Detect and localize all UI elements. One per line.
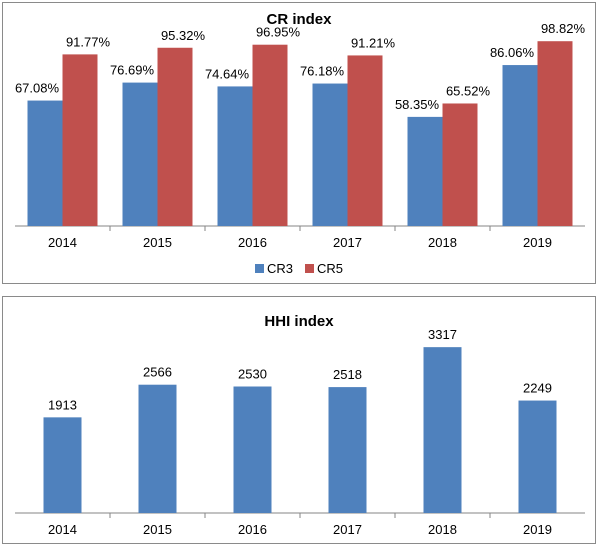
cr-data-label: 67.08% [15, 81, 60, 96]
cr-x-tick-label: 2014 [48, 235, 77, 250]
cr-bar-cr3-2016 [217, 86, 253, 226]
cr-data-label: 74.64% [205, 66, 250, 81]
hhi-bar-value-2017 [328, 387, 367, 513]
cr-bar-cr5-2017 [347, 55, 383, 226]
hhi-x-tick-label: 2019 [523, 522, 552, 537]
cr-x-tick-label: 2016 [238, 235, 267, 250]
cr-x-tick-label: 2015 [143, 235, 172, 250]
cr-bar-cr5-2018 [442, 103, 478, 226]
cr-data-label: 86.06% [490, 45, 535, 60]
cr-data-label: 65.52% [446, 83, 491, 98]
hhi-data-label: 2249 [523, 381, 552, 396]
hhi-bar-value-2019 [518, 400, 557, 513]
legend-swatch-cr3 [255, 264, 264, 273]
hhi-chart-title: HHI index [264, 313, 334, 330]
hhi-x-tick-label: 2017 [333, 522, 362, 537]
cr-data-label: 98.82% [541, 21, 586, 36]
hhi-bar-value-2014 [43, 417, 82, 513]
cr-data-label: 96.95% [256, 25, 301, 40]
cr-bar-cr5-2016 [252, 44, 288, 227]
cr-data-label: 91.21% [351, 35, 396, 50]
cr-bar-cr3-2014 [27, 100, 63, 226]
cr-bar-cr3-2019 [502, 65, 538, 226]
hhi-x-tick-label: 2014 [48, 522, 77, 537]
hhi-data-label: 1913 [48, 397, 77, 412]
hhi-x-tick-label: 2018 [428, 522, 457, 537]
hhi-data-label: 3317 [428, 327, 457, 342]
hhi-data-label: 2566 [143, 365, 172, 380]
cr-data-label: 76.18% [300, 64, 345, 79]
hhi-data-label: 2530 [238, 367, 267, 382]
hhi-index-chart-panel: HHI index 1913 2014 2566 2015 2530 2016 2518 20… [2, 296, 596, 544]
cr-index-chart-panel: CR index 67.08% 91.77% 2014 76.69% 95.32% 201… [2, 2, 596, 284]
cr-chart-title: CR index [266, 11, 332, 28]
hhi-bar-value-2015 [138, 384, 177, 513]
cr-data-label: 76.69% [110, 63, 155, 78]
cr-bar-cr5-2014 [62, 54, 98, 226]
cr-bar-cr3-2015 [122, 82, 158, 227]
cr-chart-plot: 67.08% 91.77% 2014 76.69% 95.32% 2015 74.64% 96… [15, 21, 586, 276]
legend-swatch-cr5 [305, 264, 314, 273]
hhi-chart-plot: 1913 2014 2566 2015 2530 2016 2518 2017 3317 2018… [15, 327, 585, 537]
cr-x-tick-label: 2017 [333, 235, 362, 250]
cr-data-label: 91.77% [66, 34, 111, 49]
cr-x-tick-label: 2019 [523, 235, 552, 250]
cr-data-label: 58.35% [395, 97, 440, 112]
hhi-data-label: 2518 [333, 367, 362, 382]
legend-label-cr3: CR3 [267, 261, 293, 276]
cr-data-label: 95.32% [161, 28, 206, 43]
cr-bar-cr5-2015 [157, 47, 193, 226]
hhi-bar-value-2018 [423, 347, 462, 513]
cr-x-tick-label: 2018 [428, 235, 457, 250]
cr-bar-cr3-2017 [312, 83, 348, 227]
cr-bar-cr3-2018 [407, 116, 443, 226]
cr-bar-cr5-2019 [537, 41, 573, 226]
legend-label-cr5: CR5 [317, 261, 343, 276]
hhi-bar-value-2016 [233, 386, 272, 513]
hhi-x-tick-label: 2015 [143, 522, 172, 537]
hhi-x-tick-label: 2016 [238, 522, 267, 537]
